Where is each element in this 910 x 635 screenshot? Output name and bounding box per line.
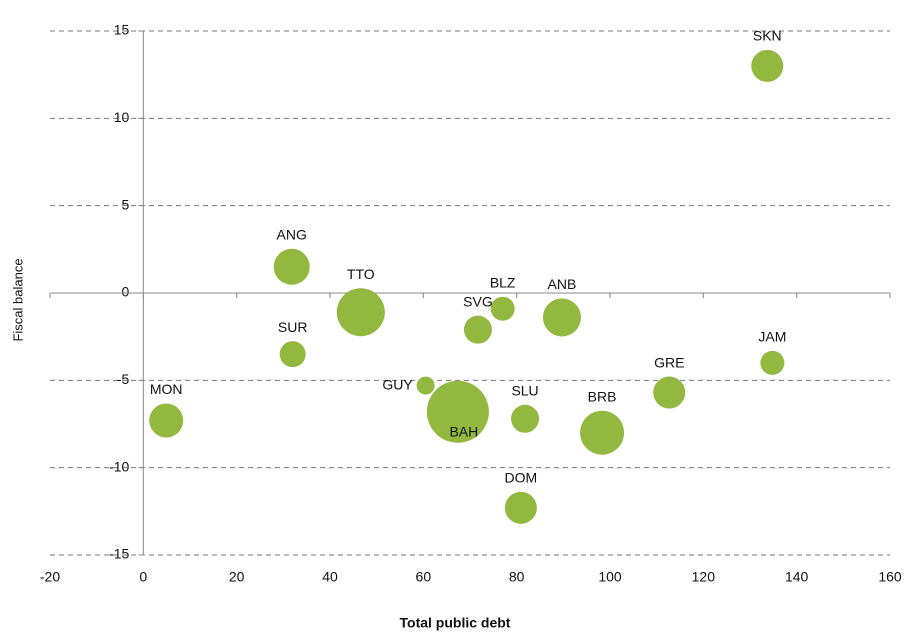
bubble xyxy=(504,491,537,524)
y-tick-label: 5 xyxy=(122,196,130,212)
bubble xyxy=(279,341,306,368)
x-tick-label: 40 xyxy=(322,569,338,585)
bubble xyxy=(149,403,184,438)
bubble xyxy=(653,376,686,409)
bubble-label: GRE xyxy=(654,354,684,370)
bubble-label: MON xyxy=(150,381,183,397)
bubble xyxy=(416,376,435,395)
bubble xyxy=(760,350,785,375)
bubble xyxy=(336,288,385,337)
bubble xyxy=(542,298,581,337)
x-axis-title: Total public debt xyxy=(400,615,511,631)
bubble xyxy=(511,404,540,433)
y-tick-label: -5 xyxy=(117,371,130,387)
bubble xyxy=(426,380,489,443)
bubble-label: TTO xyxy=(347,266,375,282)
y-tick-label: 10 xyxy=(114,109,130,125)
bubble-label: BRB xyxy=(588,388,617,404)
x-tick-label: 140 xyxy=(785,569,809,585)
bubble-label: JAM xyxy=(758,329,786,345)
x-tick-label: 0 xyxy=(139,569,147,585)
bubble-label: BLZ xyxy=(490,274,516,290)
bubble xyxy=(751,49,784,82)
bubble-label: ANB xyxy=(548,276,577,292)
bubble xyxy=(463,315,492,344)
x-tick-label: 20 xyxy=(229,569,245,585)
bubble-label: DOM xyxy=(505,470,538,486)
bubble xyxy=(490,296,515,321)
bubble-label: GUY xyxy=(382,376,413,392)
bubble-label: SLU xyxy=(511,382,538,398)
bubble-label: SVG xyxy=(463,293,493,309)
x-tick-label: 60 xyxy=(416,569,432,585)
x-tick-label: 100 xyxy=(598,569,622,585)
x-tick-label: 120 xyxy=(692,569,716,585)
x-tick-label: 160 xyxy=(878,569,902,585)
bubble-label: BAH xyxy=(449,423,478,439)
y-tick-label: 15 xyxy=(114,22,130,38)
x-tick-label: -20 xyxy=(40,569,60,585)
y-tick-label: 0 xyxy=(122,284,130,300)
bubble xyxy=(273,248,310,285)
bubble-label: ANG xyxy=(277,227,307,243)
bubble xyxy=(580,410,625,455)
bubble-label: SUR xyxy=(278,319,308,335)
y-tick-label: -15 xyxy=(109,546,129,562)
y-axis-title: Fiscal balance xyxy=(10,258,25,341)
bubble-label: SKN xyxy=(753,28,782,44)
y-tick-label: -10 xyxy=(109,458,129,474)
x-tick-label: 80 xyxy=(509,569,525,585)
